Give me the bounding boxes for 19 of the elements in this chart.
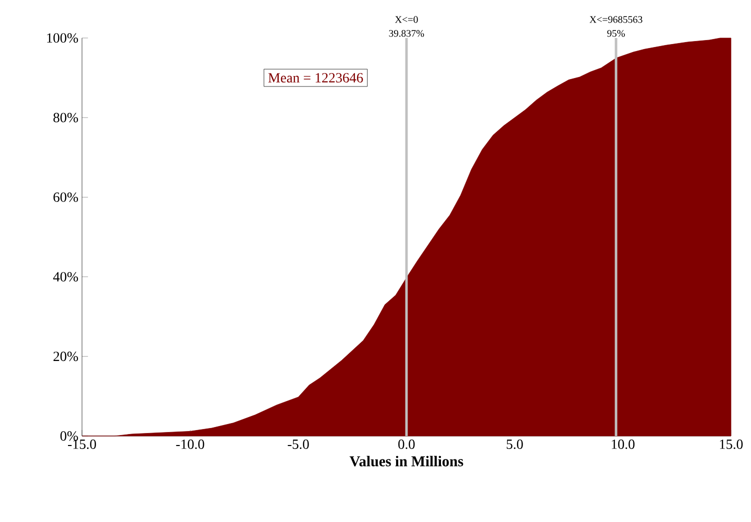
x-tick-label: 15.0 — [720, 440, 743, 449]
x-tick-label: -10.0 — [176, 440, 204, 449]
y-tick-label: 80% — [53, 112, 78, 122]
x-tick-label: 0.0 — [398, 440, 415, 449]
x-tick-label: 5.0 — [506, 440, 523, 449]
ref-line-label: X<=0 — [395, 16, 418, 23]
x-axis-title: Values in Millions — [350, 456, 464, 466]
y-tick-label: 100% — [47, 33, 78, 43]
ref-line-label: X<=9685563 — [590, 16, 642, 23]
y-tick-label: 0% — [60, 431, 78, 441]
annotation: 95% — [607, 30, 625, 37]
x-tick-label: 10.0 — [612, 440, 635, 449]
y-tick-label: 40% — [53, 272, 78, 282]
annotation: Mean = 1223646 — [268, 73, 363, 82]
x-tick-label: -5.0 — [288, 440, 309, 449]
y-tick-label: 20% — [54, 352, 78, 362]
y-tick-label: 60% — [54, 192, 78, 202]
annotation: 39.837% — [389, 30, 424, 37]
x-tick-label: -15.0 — [68, 440, 96, 449]
